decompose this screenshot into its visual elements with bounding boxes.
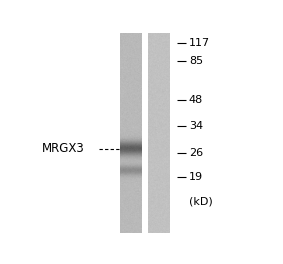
- Text: MRGX3: MRGX3: [42, 142, 85, 155]
- Text: 117: 117: [189, 38, 210, 48]
- Text: 19: 19: [189, 172, 203, 182]
- Text: 26: 26: [189, 148, 203, 158]
- Text: 34: 34: [189, 121, 203, 131]
- Text: 85: 85: [189, 56, 203, 66]
- Text: (kD): (kD): [189, 196, 213, 206]
- Text: 48: 48: [189, 95, 203, 105]
